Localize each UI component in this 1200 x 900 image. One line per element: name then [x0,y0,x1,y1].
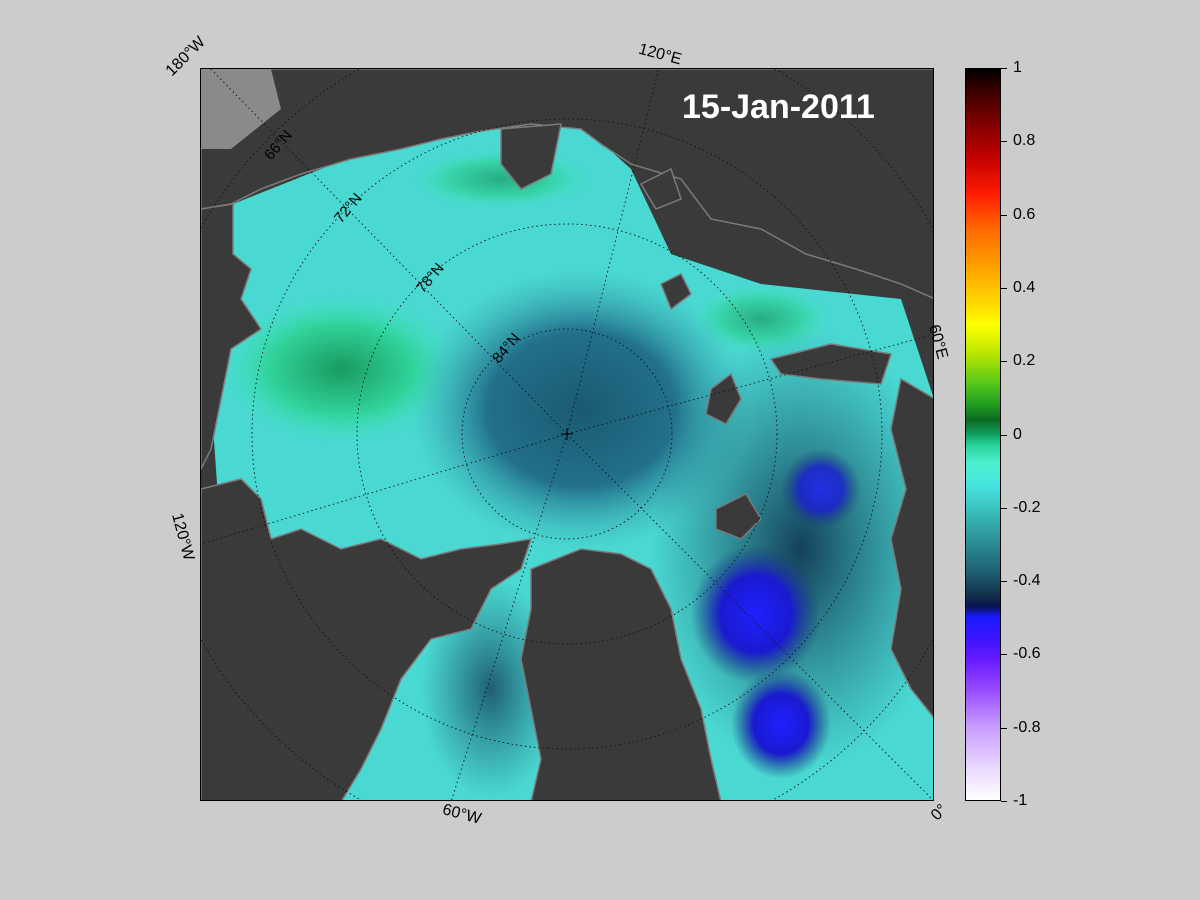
arctic-map: 66°N 72°N 78°N 84°N [201,69,933,800]
colorbar-tick-mark [1001,214,1007,216]
colorbar-tick-label: 0.4 [1013,278,1036,296]
colorbar-tick-mark [1001,801,1007,802]
blue-anomaly-region [781,449,861,529]
colorbar-tick-label: -0.4 [1013,572,1041,590]
colorbar-tick-mark [1001,654,1007,656]
longitude-label-120e: 120°E [636,40,684,69]
colorbar-tick-label: -1 [1013,792,1028,809]
colorbar-tick-mark [1001,434,1007,436]
longitude-label-120w: 120°W [168,511,198,563]
land-masses [201,69,933,800]
longitude-label-0: 0° [927,801,951,825]
longitude-label-60w: 60°W [440,801,483,828]
colorbar-tick-label: 0 [1013,425,1022,443]
blue-anomaly-region [691,544,821,684]
colorbar-tick-mark [1001,727,1007,729]
colorbar-tick-label: 0.6 [1013,205,1036,223]
north-pole-marker [561,428,573,440]
colorbar-tick-label: 0.8 [1013,132,1036,150]
blue-anomaly-region [731,669,831,779]
colorbar-tick-mark [1001,507,1007,509]
colorbar-tick-label: -0.6 [1013,645,1041,663]
latitude-grid [201,69,933,800]
green-anomaly-region [221,294,461,444]
colorbar-tick-label: 1 [1013,59,1022,76]
colorbar-tick-mark [1001,141,1007,143]
colorbar-tick-mark [1001,361,1007,363]
colorbar-tick-label: -0.2 [1013,498,1041,516]
colorbar-tick-label: -0.8 [1013,718,1041,736]
colorbar-tick-mark [1001,581,1007,583]
colorbar-tick-mark [1001,68,1007,69]
date-label: 15-Jan-2011 [682,88,875,126]
colorbar-tick-label: 0.2 [1013,352,1036,370]
longitude-grid [201,69,933,800]
no-data-region [201,69,281,149]
colorbar-tick-mark [1001,287,1007,289]
map-panel: 66°N 72°N 78°N 84°N [200,68,934,801]
colorbar [965,68,1001,801]
